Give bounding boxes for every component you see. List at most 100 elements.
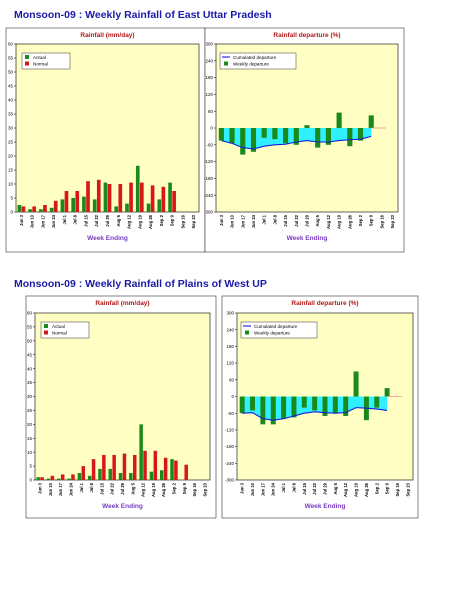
s2-dep-xtick-label: Jul 8	[291, 482, 296, 492]
s1-rain-bar-normal	[161, 186, 166, 212]
s2-rain-ytick-label: 30	[27, 394, 33, 399]
s2-dep-xtick-label: Jun 17	[260, 482, 265, 496]
s2-dep-ytick-label: 240	[226, 327, 234, 332]
s1-rain-xtick-label: Aug 12	[127, 214, 132, 229]
s1-dep-bar-weekly	[272, 128, 278, 140]
s1-rain-bar-actual	[49, 207, 54, 212]
s1-rain-ytick-label: 0	[10, 210, 13, 215]
s2-dep-bar-weekly	[332, 396, 338, 414]
s1-dep-bar-weekly	[293, 128, 299, 145]
s1-rain-xlabel: Week Ending	[87, 235, 128, 242]
s1-rain-ytick-label: 40	[8, 98, 14, 103]
s2-rain-bar-normal	[50, 475, 55, 480]
s1-dep-xtick-label: Jul 15	[283, 214, 288, 227]
s1-rain-xtick-label: Jun 17	[40, 214, 45, 228]
s1-dep-ytick-label: 60	[208, 109, 214, 114]
s2-rain-bar-normal	[163, 457, 168, 480]
s2-dep-xtick-label: Sep 9	[385, 482, 390, 494]
s1-rain-xtick-label: Jun 24	[51, 214, 56, 228]
s2-rain-bar-normal	[132, 454, 137, 480]
s1-dep-xtick-label: Jun 24	[251, 214, 256, 228]
s2-rain-ytick-label: 15	[27, 436, 33, 441]
s2-dep-cumulative-line	[242, 407, 388, 421]
s2-rain-bar-actual	[139, 424, 143, 480]
s1-rain-xtick-label: Sep 16	[180, 214, 185, 228]
s1-dep-ytick-label: 180	[205, 75, 213, 80]
s1-dep-xtick-label: Jul 29	[305, 214, 310, 227]
s2-dep-xtick-label: Jul 22	[312, 482, 317, 495]
s2-dep-bar-weekly	[384, 388, 390, 397]
s1-rain-ytick-label: 35	[8, 112, 14, 117]
s2-rain-ytick-label: 25	[27, 408, 33, 413]
s1-dep-xtick-label: Sep 23	[390, 214, 395, 228]
s2-rain-bar-actual	[118, 473, 123, 480]
s1-rain-bar-actual	[71, 198, 76, 212]
s1-rain-xtick-label: Sep 2	[159, 214, 164, 226]
s2-rain-xtick-label: Jun 3	[38, 482, 43, 494]
s2-dep-xtick-label: Jul 1	[281, 482, 286, 492]
s2-dep-xtick-label: Sep 23	[405, 482, 410, 496]
s1-dep-bar-weekly	[250, 128, 257, 152]
s2-dep-bar-weekly	[353, 371, 359, 397]
s2-rain-xtick-label: Sep 16	[192, 482, 197, 496]
s1-rain-bar-normal	[21, 206, 26, 212]
s1-dep-bar-weekly	[218, 128, 224, 141]
s1-rain-ytick-label: 20	[8, 154, 14, 159]
section-2-title: Monsoon-09 : Weekly Rainfall of Plains o…	[14, 278, 267, 290]
s1-dep-ytick-label: -300	[204, 210, 214, 215]
s1-rain-bar-actual	[92, 199, 97, 212]
s1-rain-xtick-label: Aug 19	[137, 214, 142, 229]
s1-rain-bar-normal	[43, 205, 47, 212]
s1-rain-bar-normal	[150, 185, 155, 212]
s2-dep-bar-weekly	[270, 396, 276, 425]
s2-dep-legend-swatch-weekly	[245, 330, 249, 335]
s1-rain-xtick-label: Sep 9	[170, 214, 175, 226]
s2-rain-legend-label-actual: Actual	[52, 324, 65, 329]
s1-rain-bar-actual	[60, 199, 65, 212]
s1-rain-bar-actual	[28, 209, 32, 212]
s2-dep-bar-weekly	[374, 396, 380, 408]
s2-dep-bar-weekly	[301, 396, 307, 408]
s1-rain-ytick-label: 55	[8, 56, 14, 61]
s2-rain-ytick-label: 60	[27, 311, 33, 316]
s2-rain-bar-normal	[122, 453, 127, 480]
s1-dep-bar-weekly	[347, 128, 353, 147]
s1-rain-xtick-label: Jun 3	[19, 214, 24, 226]
s2-rain-xtick-label: Sep 23	[202, 482, 207, 496]
s1-rain-bar-normal	[64, 191, 69, 212]
s2-rain-ytick-label: 45	[27, 352, 33, 357]
s2-rain-xtick-label: Sep 2	[171, 482, 176, 494]
s1-dep-bar-weekly	[240, 128, 246, 155]
s1-rain-legend-swatch-normal	[25, 61, 29, 66]
s2-rain-ytick-label: 35	[27, 380, 33, 385]
s2-dep-ytick-label: -120	[225, 428, 235, 433]
s1-dep-legend-box	[219, 52, 297, 70]
s2-rain-bar-actual	[170, 459, 174, 480]
s2-rain-xtick-label: Jul 29	[120, 482, 125, 495]
s1-dep-ytick-label: -240	[204, 193, 214, 198]
s1-rain-xtick-label: Aug 26	[148, 214, 153, 229]
s2-rain-bar-normal	[81, 466, 86, 480]
s1-rain-bar-normal	[118, 184, 123, 212]
s1-dep-cumulative-line	[221, 135, 372, 150]
s1-dep-bar-weekly	[325, 128, 331, 145]
s1-rain-xtick-label: Jul 29	[105, 214, 110, 227]
s2-rain-ytick-label: 55	[27, 325, 33, 330]
s2-rain-bar-actual	[36, 477, 40, 480]
s2-dep-legend-label-weekly: Weekly departure	[254, 330, 290, 335]
s2-rain-bar-actual	[159, 470, 164, 480]
s1-rain-ytick-label: 5	[10, 196, 13, 201]
s1-rain-ytick-label: 50	[8, 70, 14, 75]
s1-rain-bar-actual	[168, 182, 172, 212]
s2-rain-subtitle: Rainfall (mm/day)	[95, 300, 149, 307]
s2-rain-bar-actual	[77, 473, 82, 480]
s2-dep-ytick-label: -180	[225, 444, 235, 449]
s1-rain-bar-actual	[39, 209, 43, 212]
s2-rain-xtick-label: Jun 10	[48, 482, 53, 496]
s2-rain-bar-normal	[40, 477, 44, 480]
s2-dep-bar-weekly	[291, 396, 297, 418]
s2-rain-bar-normal	[112, 454, 116, 480]
s2-rain-bar-normal	[143, 450, 147, 480]
s2-rain-ytick-label: 5	[29, 464, 32, 469]
